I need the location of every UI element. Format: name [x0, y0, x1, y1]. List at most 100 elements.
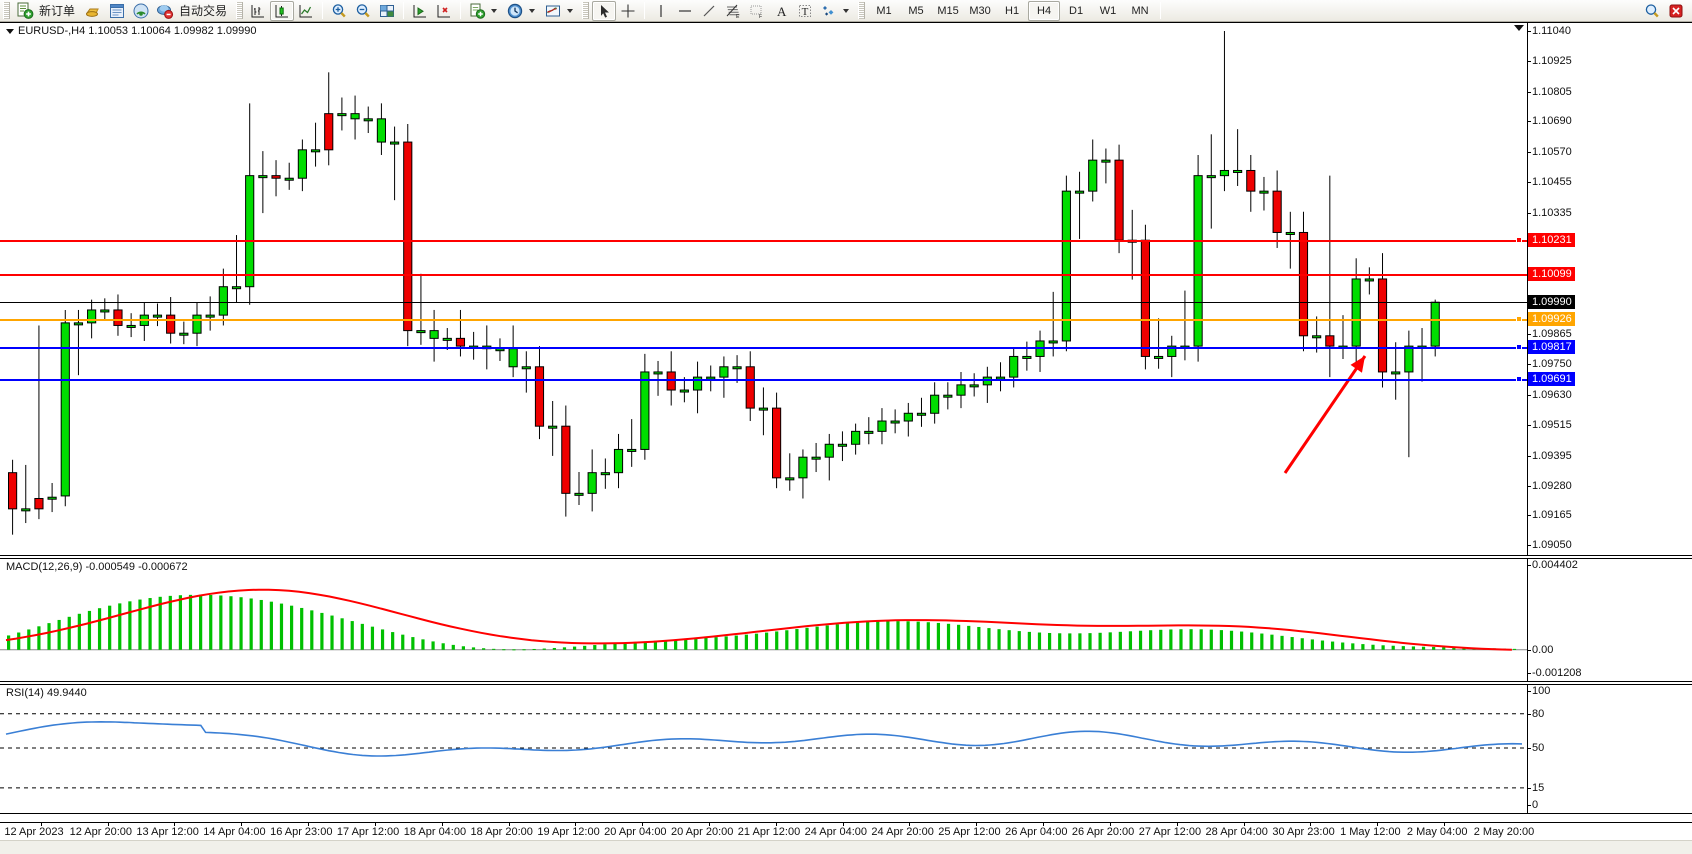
timeframe-m15[interactable]: M15 — [932, 1, 964, 21]
candlestick-chart-button[interactable] — [270, 0, 295, 21]
macd-histogram-bar — [158, 596, 162, 650]
timeframe-m1[interactable]: M1 — [868, 1, 900, 21]
price-plot[interactable] — [0, 23, 1528, 555]
bar-chart-button[interactable] — [246, 1, 270, 21]
support-upper-line[interactable] — [0, 346, 1527, 349]
grid-button[interactable] — [375, 1, 399, 21]
cursor-button[interactable] — [592, 0, 617, 21]
price-pane[interactable]: 1.11040 1.10925 1.10805 1.10690 1.10570 1.104… — [0, 22, 1692, 556]
pivot-line-badge[interactable]: 1.09926 — [1528, 311, 1575, 326]
support-lower-badge[interactable]: 1.09691 — [1528, 372, 1575, 387]
templates-button[interactable] — [541, 1, 579, 21]
equidistant-channel-button[interactable]: F — [745, 1, 769, 21]
horizontal-line-button[interactable] — [673, 1, 697, 21]
candle-body — [113, 309, 123, 326]
pivot-line-line[interactable] — [0, 318, 1527, 321]
resistance-upper-handle[interactable] — [1516, 236, 1522, 243]
line-studies-grip[interactable] — [582, 2, 590, 19]
candle-body — [653, 371, 663, 375]
shapes-dropdown-caret[interactable] — [843, 8, 850, 13]
trendline-button[interactable] — [697, 1, 721, 21]
macd-histogram-bar — [330, 615, 334, 650]
auto-trading-button[interactable]: 自动交易 — [153, 1, 233, 21]
new-order-button[interactable]: 新订单 — [13, 1, 81, 21]
indicators-button[interactable] — [465, 1, 503, 21]
resistance-upper-line[interactable] — [0, 239, 1527, 242]
candle-body — [1206, 175, 1216, 179]
macd-histogram-bar — [219, 595, 223, 650]
main-toolbar: 新订单 自动交易 — [0, 0, 1692, 22]
candle-body — [1048, 340, 1058, 344]
zoom-in-button[interactable] — [327, 1, 351, 21]
macd-histogram-bar — [653, 640, 658, 650]
support-lower-line[interactable] — [0, 379, 1527, 382]
chart-type-grip[interactable] — [236, 2, 244, 19]
rsi-tick: 100 — [1526, 685, 1551, 697]
resistance-upper-badge[interactable]: 1.10231 — [1528, 232, 1575, 247]
support-lower-handle[interactable] — [1516, 376, 1522, 383]
macd-histogram-bar — [1341, 642, 1345, 650]
macd-histogram-bar — [1078, 633, 1082, 650]
candle-body — [732, 366, 742, 370]
vertical-line-button[interactable] — [649, 1, 673, 21]
resistance-lower-line[interactable] — [0, 274, 1527, 277]
gold-button[interactable] — [81, 1, 105, 21]
macd-histogram-bar — [795, 629, 799, 650]
indicators-dropdown-caret[interactable] — [491, 8, 498, 13]
chart-area[interactable]: 1.11040 1.10925 1.10805 1.10690 1.10570 1.104… — [0, 22, 1692, 854]
macd-histogram-bar — [1351, 643, 1355, 650]
macd-histogram-bar — [229, 596, 233, 650]
time-axis[interactable]: 12 Apr 2023 12 Apr 20:00 13 Apr 12:00 14 Ap… — [0, 822, 1692, 840]
fibonacci-button[interactable]: E — [721, 1, 745, 21]
candle-body — [534, 366, 545, 427]
close-chart-button[interactable] — [1664, 1, 1688, 21]
timeframe-mn[interactable]: MN — [1124, 1, 1156, 21]
zoom-out-button[interactable] — [351, 1, 375, 21]
support-upper-handle[interactable] — [1516, 343, 1522, 350]
text-button[interactable]: A — [769, 1, 793, 21]
horizontal-scrollbar[interactable] — [0, 840, 1692, 854]
signals-button[interactable] — [129, 1, 153, 21]
toolbar-grip[interactable] — [3, 2, 10, 19]
help-button[interactable] — [1640, 1, 1664, 21]
macd-histogram-bar — [946, 623, 951, 650]
rsi-plot[interactable] — [0, 685, 1528, 813]
chart-menu-arrow-icon[interactable] — [6, 28, 14, 34]
templates-dropdown-caret[interactable] — [567, 8, 574, 13]
candle-body — [495, 348, 505, 352]
candle-body — [1219, 169, 1230, 177]
timeframe-d1[interactable]: D1 — [1060, 1, 1092, 21]
text-label-button[interactable]: T — [793, 1, 817, 21]
timeframe-m30[interactable]: M30 — [964, 1, 996, 21]
timeframe-h4[interactable]: H4 — [1028, 0, 1061, 21]
candle-body — [192, 314, 202, 334]
macd-pane[interactable]: 0.004402 0.00 -0.001208 MACD(12,26,9) -0.0… — [0, 558, 1692, 682]
timeframe-w1[interactable]: W1 — [1092, 1, 1124, 21]
candle-body — [561, 425, 571, 494]
price-axis[interactable]: 1.11040 1.10925 1.10805 1.10690 1.10570 1.104… — [1527, 23, 1692, 555]
shapes-button[interactable] — [817, 1, 855, 21]
period-dropdown-caret[interactable] — [529, 8, 536, 13]
line-chart-button[interactable] — [294, 1, 318, 21]
auto-scroll-button[interactable] — [432, 1, 456, 21]
chart-shift-button[interactable] — [408, 1, 432, 21]
resistance-lower-badge[interactable]: 1.10099 — [1528, 267, 1575, 282]
rsi-axis: 100 80 50 15 0 — [1526, 685, 1692, 813]
time-tick-mark — [575, 822, 577, 826]
current-price-badge[interactable]: 1.09990 — [1528, 295, 1575, 310]
macd-histogram-bar — [1421, 646, 1426, 650]
support-upper-badge[interactable]: 1.09817 — [1528, 339, 1575, 354]
market-watch-button[interactable] — [105, 1, 129, 21]
period-button[interactable] — [503, 1, 541, 21]
timeframe-h1[interactable]: H1 — [996, 1, 1028, 21]
chart-scroll-marker-icon[interactable] — [1514, 25, 1524, 31]
timeframe-m5[interactable]: M5 — [900, 1, 932, 21]
candle-body — [521, 366, 531, 370]
current-price-line[interactable] — [0, 302, 1527, 304]
crosshair-button[interactable] — [616, 1, 640, 21]
pivot-line-handle[interactable] — [1516, 315, 1522, 322]
macd-histogram-bar — [765, 632, 769, 650]
macd-plot[interactable] — [0, 559, 1528, 681]
rsi-pane[interactable]: 100 80 50 15 0 RSI(14) 49.9440 — [0, 684, 1692, 814]
timeframe-grip[interactable] — [858, 2, 866, 19]
